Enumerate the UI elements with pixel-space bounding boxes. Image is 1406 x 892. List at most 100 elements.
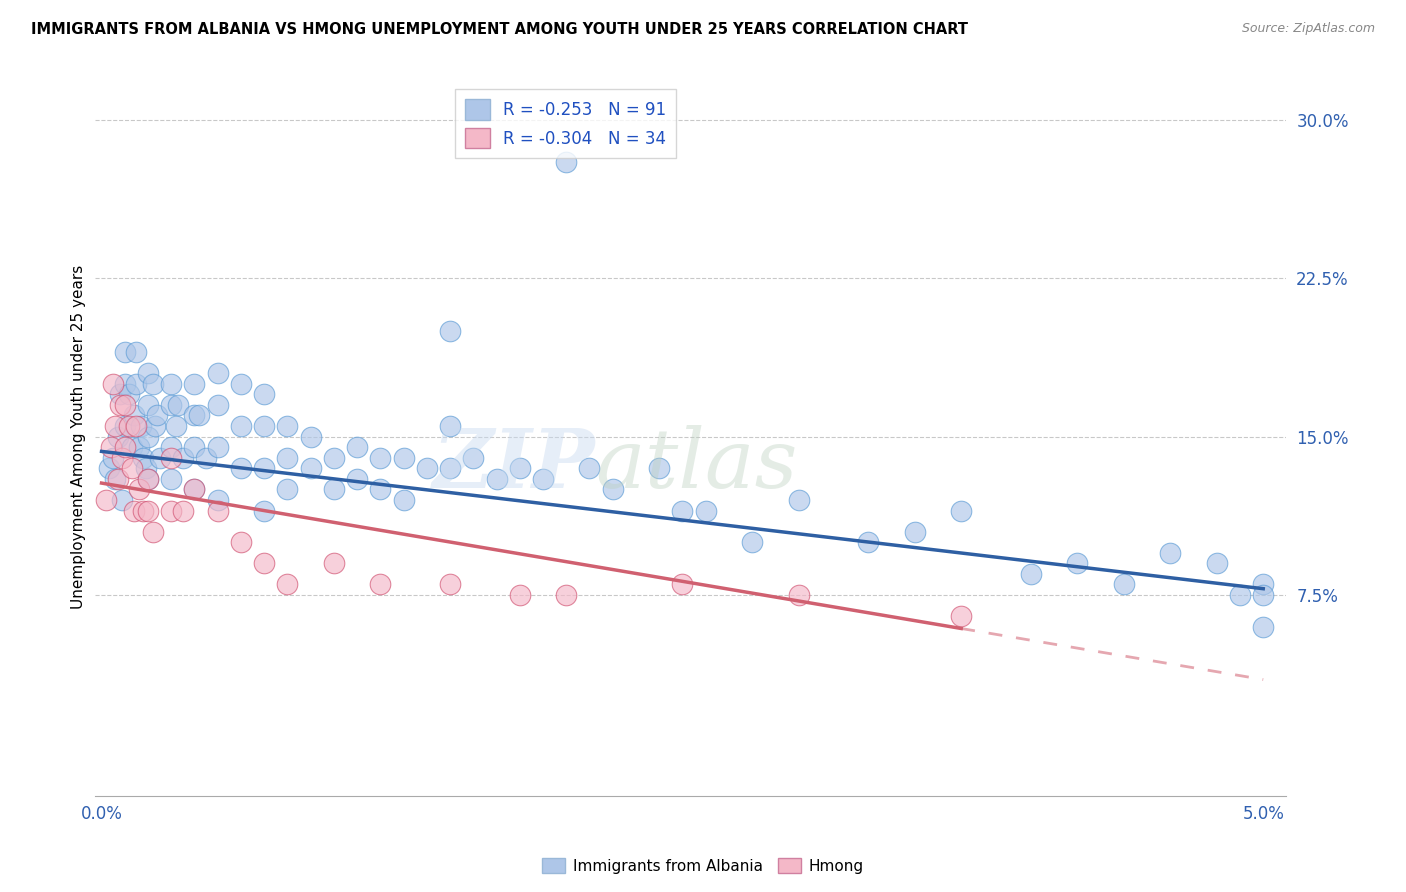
Point: [439, 577, 461, 591]
Point: [136, 472, 159, 486]
Point: [118, 387, 141, 401]
Point: [346, 440, 368, 454]
Text: ZIP: ZIP: [433, 425, 595, 506]
Legend: R = -0.253   N = 91, R = -0.304   N = 34: R = -0.253 N = 91, R = -0.304 N = 34: [454, 89, 676, 159]
Point: [188, 409, 211, 423]
Point: [1251, 620, 1274, 634]
Point: [229, 376, 252, 391]
Point: [136, 429, 159, 443]
Point: [1159, 546, 1181, 560]
Point: [136, 472, 159, 486]
Point: [104, 472, 127, 486]
Point: [555, 588, 578, 602]
Point: [114, 345, 136, 359]
Point: [207, 440, 229, 454]
Point: [114, 440, 136, 454]
Point: [439, 324, 461, 338]
Point: [132, 503, 155, 517]
Point: [107, 472, 129, 486]
Point: [136, 503, 159, 517]
Point: [122, 409, 145, 423]
Point: [509, 461, 531, 475]
Point: [648, 461, 671, 475]
Point: [128, 483, 150, 497]
Point: [392, 493, 415, 508]
Point: [183, 483, 205, 497]
Point: [392, 450, 415, 465]
Point: [695, 503, 717, 517]
Point: [322, 557, 344, 571]
Point: [129, 419, 152, 434]
Point: [787, 588, 810, 602]
Point: [111, 493, 134, 508]
Point: [1112, 577, 1135, 591]
Point: [322, 483, 344, 497]
Point: [160, 440, 183, 454]
Point: [142, 524, 165, 539]
Point: [111, 450, 134, 465]
Point: [118, 419, 141, 434]
Text: Source: ZipAtlas.com: Source: ZipAtlas.com: [1241, 22, 1375, 36]
Point: [121, 440, 143, 454]
Point: [136, 398, 159, 412]
Point: [1205, 557, 1227, 571]
Point: [114, 419, 136, 434]
Point: [142, 376, 165, 391]
Point: [370, 483, 392, 497]
Point: [108, 398, 131, 412]
Point: [122, 503, 145, 517]
Point: [1251, 577, 1274, 591]
Point: [114, 376, 136, 391]
Point: [107, 429, 129, 443]
Point: [108, 387, 131, 401]
Point: [183, 483, 205, 497]
Point: [950, 609, 973, 624]
Point: [207, 366, 229, 380]
Point: [531, 472, 554, 486]
Point: [578, 461, 600, 475]
Point: [121, 461, 143, 475]
Point: [370, 577, 392, 591]
Point: [229, 535, 252, 549]
Point: [125, 345, 148, 359]
Point: [183, 409, 205, 423]
Point: [128, 440, 150, 454]
Point: [253, 557, 276, 571]
Point: [101, 450, 124, 465]
Point: [787, 493, 810, 508]
Point: [132, 450, 155, 465]
Point: [207, 503, 229, 517]
Point: [100, 440, 122, 454]
Point: [207, 398, 229, 412]
Point: [253, 387, 276, 401]
Point: [904, 524, 927, 539]
Point: [165, 419, 187, 434]
Point: [195, 450, 218, 465]
Point: [160, 503, 183, 517]
Legend: Immigrants from Albania, Hmong: Immigrants from Albania, Hmong: [536, 852, 870, 880]
Point: [135, 461, 157, 475]
Point: [229, 461, 252, 475]
Text: IMMIGRANTS FROM ALBANIA VS HMONG UNEMPLOYMENT AMONG YOUTH UNDER 25 YEARS CORRELA: IMMIGRANTS FROM ALBANIA VS HMONG UNEMPLO…: [31, 22, 967, 37]
Point: [276, 450, 298, 465]
Point: [509, 588, 531, 602]
Y-axis label: Unemployment Among Youth under 25 years: Unemployment Among Youth under 25 years: [72, 264, 86, 608]
Point: [146, 409, 169, 423]
Point: [1066, 557, 1088, 571]
Point: [229, 419, 252, 434]
Point: [114, 398, 136, 412]
Point: [463, 450, 485, 465]
Point: [346, 472, 368, 486]
Point: [322, 450, 344, 465]
Point: [858, 535, 880, 549]
Point: [96, 493, 118, 508]
Point: [136, 366, 159, 380]
Point: [950, 503, 973, 517]
Point: [183, 440, 205, 454]
Text: atlas: atlas: [595, 425, 797, 506]
Point: [253, 461, 276, 475]
Point: [97, 461, 120, 475]
Point: [416, 461, 439, 475]
Point: [104, 419, 127, 434]
Point: [160, 472, 183, 486]
